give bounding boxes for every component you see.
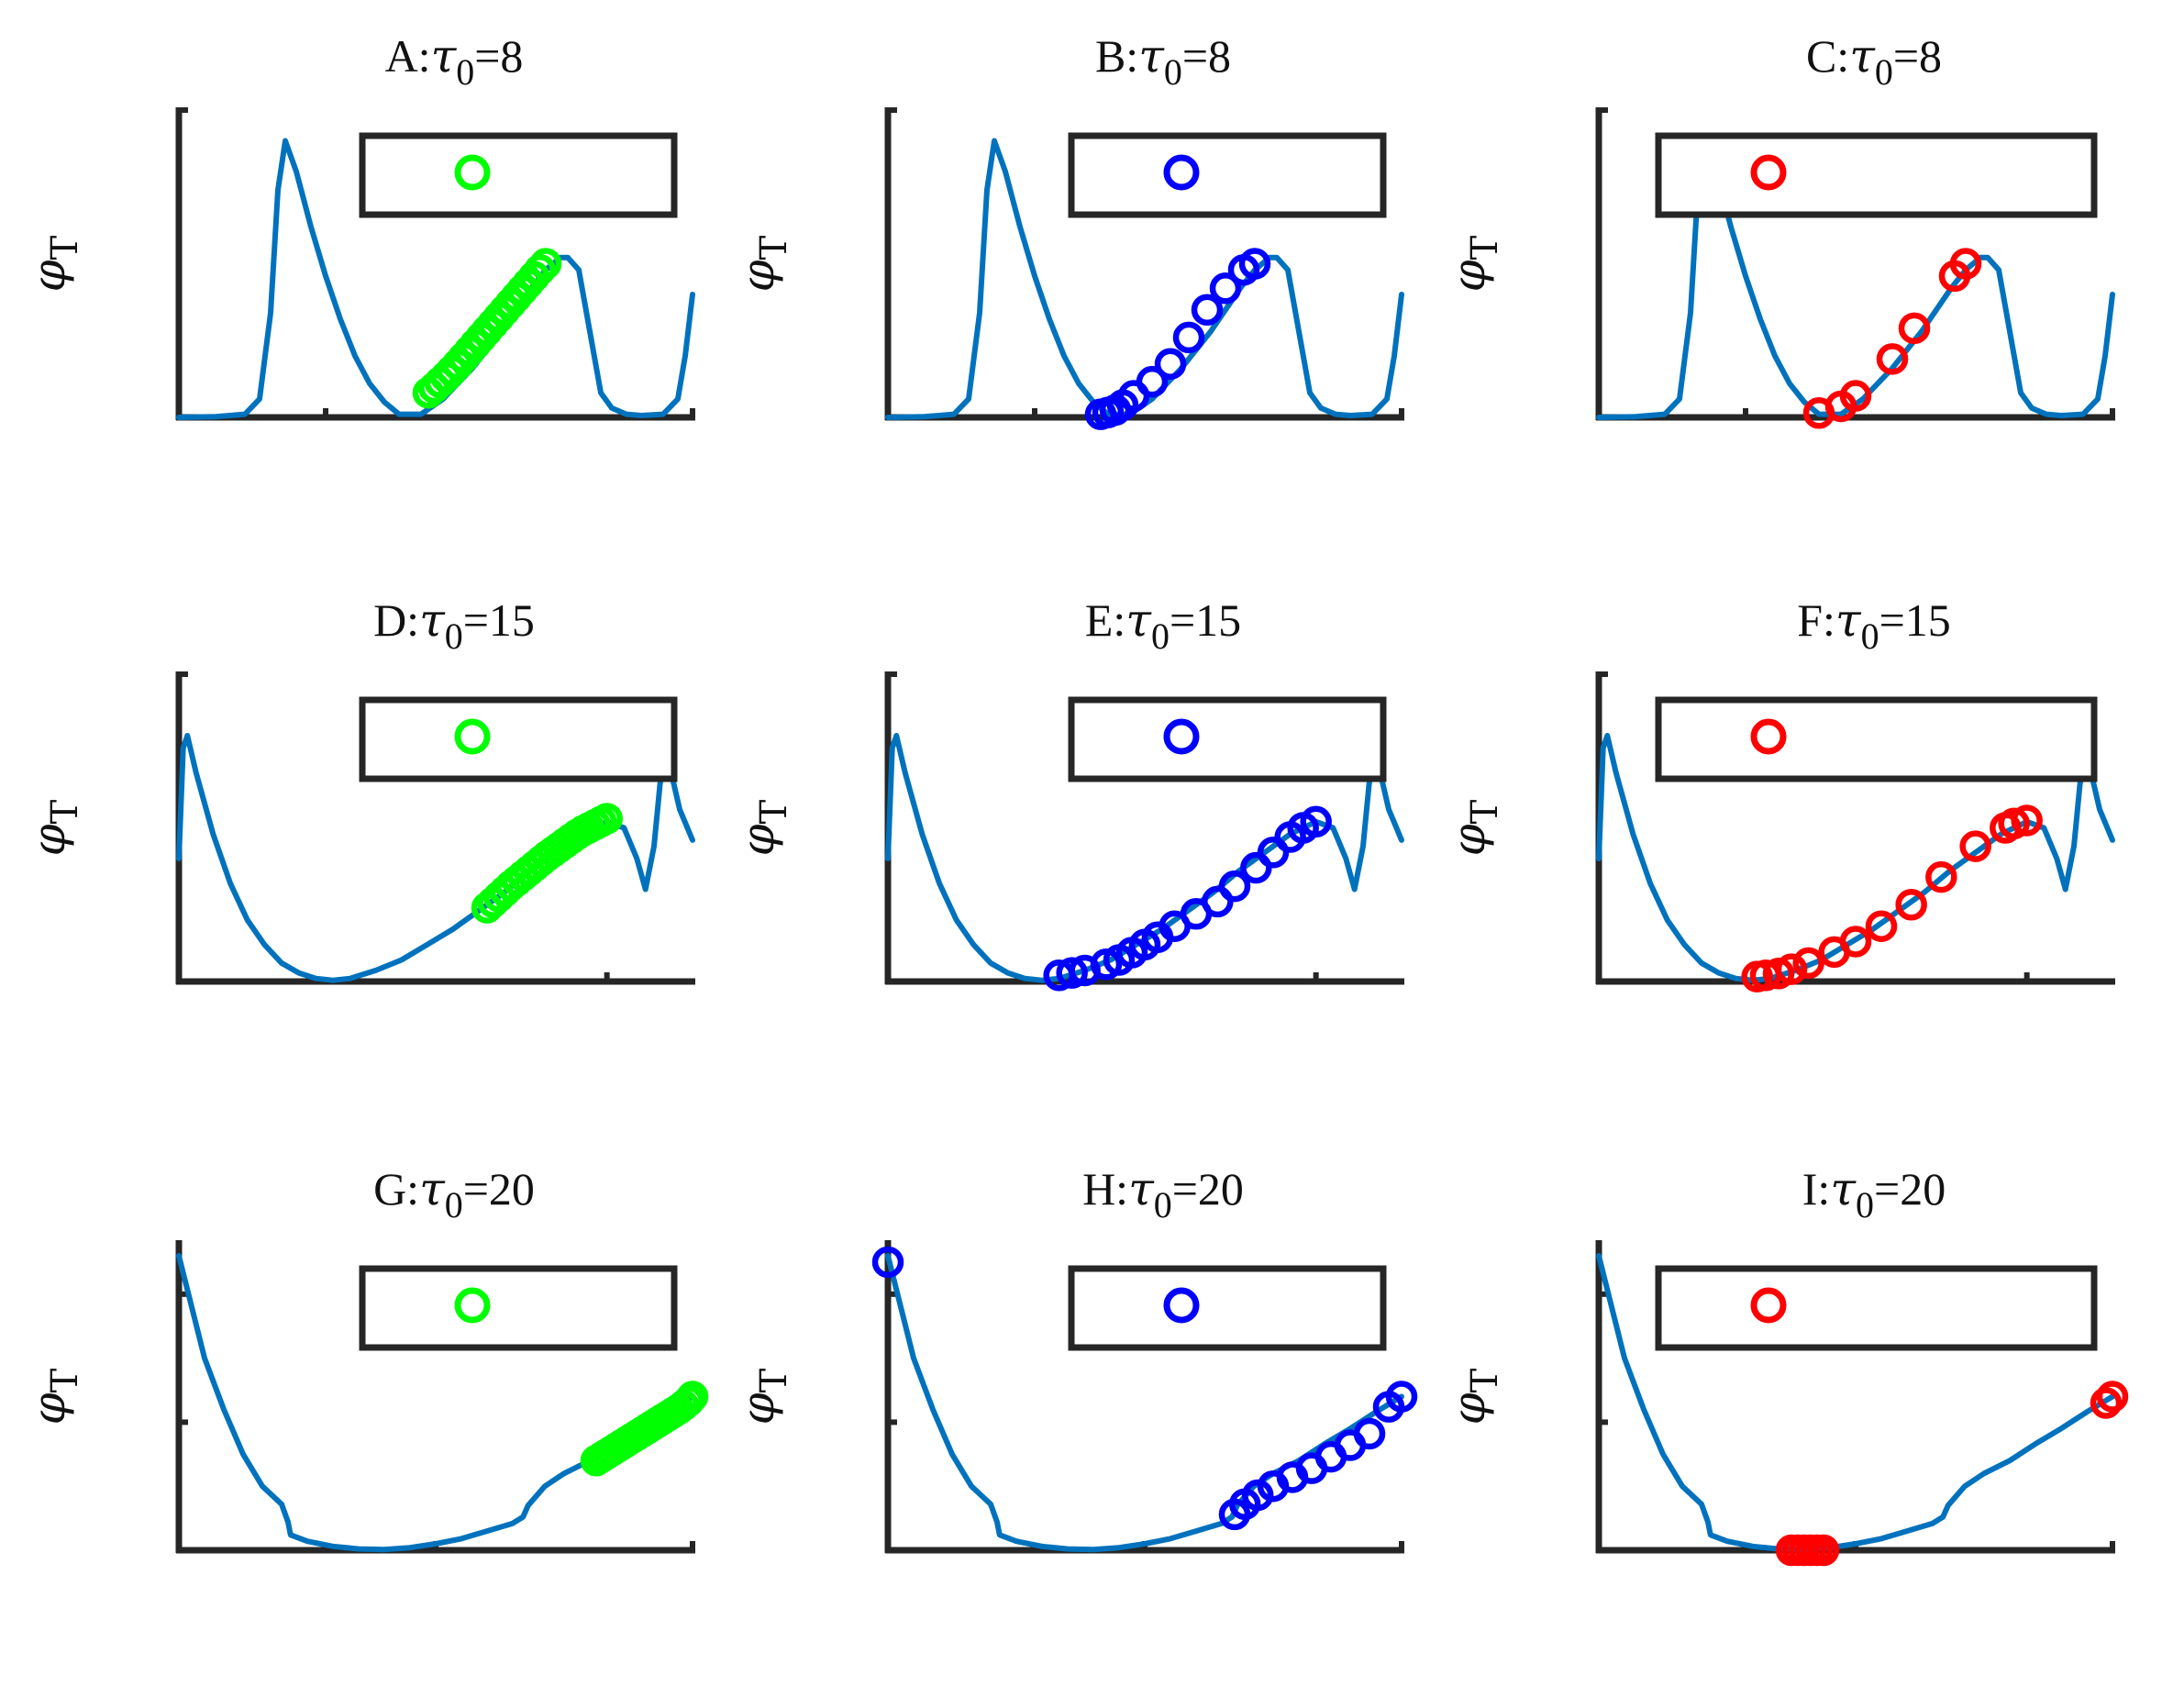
- series-marker: [1895, 889, 1927, 921]
- legend-box: [1068, 132, 1387, 218]
- series-marker: [1385, 1381, 1418, 1413]
- subplot-e: E:τ0=15 φT: [731, 593, 1404, 992]
- series-marker: [1191, 294, 1224, 326]
- series-marker: [1056, 957, 1088, 989]
- series-marker: [1209, 272, 1242, 305]
- subplot-f: F:τ0=15 φT: [1442, 593, 2115, 993]
- legend-marker: [1750, 154, 1787, 191]
- series-marker: [1839, 926, 1872, 958]
- legend-marker: [1750, 718, 1787, 755]
- y-axis-label: φT: [731, 235, 795, 292]
- objective-curve: [1596, 733, 2115, 983]
- series-marker: [2096, 1381, 2129, 1413]
- series-marker: [2011, 804, 2043, 837]
- subplot-title: B:τ0=8: [1095, 29, 1231, 93]
- legend-box: [359, 1265, 678, 1351]
- series-marker: [1839, 380, 1872, 412]
- legend-box: [1655, 1265, 2098, 1351]
- y-axis-label: φT: [22, 799, 86, 856]
- legend-marker: [454, 154, 491, 191]
- y-axis-label: φT: [1442, 1368, 1506, 1425]
- series-marker: [667, 1390, 700, 1422]
- subplot-h: H:τ0=20 φT: [731, 1162, 1418, 1554]
- series-marker: [1353, 1417, 1386, 1450]
- series-marker: [1807, 1534, 1840, 1567]
- subplot-c: C:τ0=8 φT: [1442, 29, 2115, 429]
- subplot-i: I:τ0=20 φT: [1442, 1162, 2129, 1567]
- series-marker: [1949, 248, 1982, 280]
- legend-box: [1655, 696, 2098, 782]
- y-axis-label: φT: [731, 799, 795, 856]
- subplot-title: H:τ0=20: [1082, 1162, 1244, 1226]
- series-marker: [1172, 321, 1205, 354]
- legend-marker: [1750, 1287, 1787, 1324]
- legend-marker: [1163, 154, 1200, 191]
- series-marker: [871, 1246, 904, 1279]
- subplot-title: E:τ0=15: [1085, 593, 1241, 657]
- series-marker: [676, 1381, 709, 1413]
- y-axis-label: φT: [1442, 799, 1506, 856]
- legend-marker: [1163, 718, 1200, 755]
- y-axis-label: φT: [22, 1368, 86, 1425]
- legend-box: [359, 696, 678, 782]
- subplot-g: G:τ0=20 φT: [22, 1162, 709, 1554]
- subplot-title: I:τ0=20: [1802, 1162, 1946, 1226]
- y-axis-label: φT: [22, 235, 86, 292]
- objective-curve: [176, 733, 695, 983]
- legend-marker: [1163, 1287, 1200, 1324]
- objective-curve: [885, 138, 1404, 420]
- series-marker: [1775, 953, 1808, 985]
- series-marker: [1240, 851, 1272, 884]
- y-axis-label: φT: [1442, 235, 1506, 292]
- series-marker: [1136, 365, 1169, 398]
- series-marker: [591, 803, 623, 835]
- series-marker: [1202, 885, 1234, 918]
- legend-marker: [454, 1287, 491, 1324]
- legend-marker: [454, 718, 491, 755]
- series-marker: [1865, 910, 1898, 942]
- subplot-title: G:τ0=20: [373, 1162, 535, 1226]
- series-marker: [1959, 830, 1991, 862]
- legend-box: [1068, 696, 1387, 782]
- legend-box: [359, 132, 678, 218]
- series-marker: [524, 253, 556, 286]
- series-marker: [1792, 947, 1824, 980]
- series-marker: [1898, 312, 1931, 345]
- subplot-a: A:τ0=8 φT: [22, 29, 695, 421]
- series-marker: [1154, 348, 1187, 380]
- series-marker: [2090, 1387, 2123, 1419]
- subplot-b: B:τ0=8 φT: [731, 29, 1404, 430]
- series-marker: [529, 248, 562, 280]
- series-marker: [1998, 807, 2030, 840]
- legend-box: [1068, 1265, 1387, 1351]
- series-marker: [1218, 870, 1251, 903]
- subplot-title: A:τ0=8: [385, 29, 524, 93]
- series-marker: [1300, 805, 1332, 838]
- series-marker: [1257, 837, 1290, 869]
- y-axis-label: φT: [731, 1368, 795, 1425]
- series-marker: [1241, 1479, 1274, 1512]
- subplot-title: C:τ0=8: [1806, 29, 1942, 93]
- subplot-title: F:τ0=15: [1797, 593, 1951, 657]
- series-marker: [1876, 343, 1909, 375]
- legend-box: [1655, 132, 2098, 218]
- subplot-d: D:τ0=15 φT: [22, 593, 695, 985]
- objective-curve: [885, 733, 1404, 983]
- series-marker: [1925, 860, 1957, 893]
- series-marker: [1238, 248, 1271, 280]
- subplot-title: D:τ0=15: [373, 593, 535, 657]
